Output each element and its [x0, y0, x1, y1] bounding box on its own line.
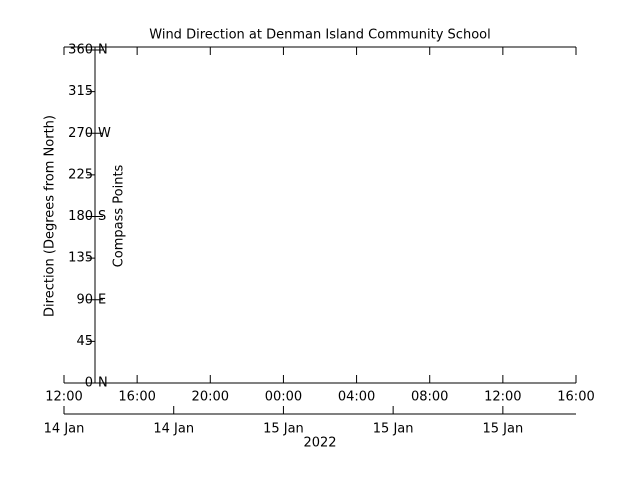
x-tick-label: 04:00	[338, 390, 375, 405]
date-tick-label: 14 Jan	[153, 422, 194, 437]
y-tick-label: 45	[76, 334, 93, 349]
y-tick-label: 90	[76, 292, 93, 307]
y-tick-label: 0	[85, 376, 93, 391]
x-tick-label: 00:00	[265, 390, 302, 405]
y-tick-label: 135	[68, 251, 93, 266]
date-tick-label: 15 Jan	[482, 422, 523, 437]
x-tick-label: 20:00	[192, 390, 229, 405]
x-tick-label: 16:00	[557, 390, 594, 405]
x-tick-label: 12:00	[45, 390, 82, 405]
date-tick-label: 15 Jan	[263, 422, 304, 437]
x-tick-label: 08:00	[411, 390, 448, 405]
y-tick-label: 225	[68, 167, 93, 182]
x-axis-label: 2022	[303, 436, 336, 451]
y-tick-label: 270	[68, 126, 93, 141]
x-tick-label: 12:00	[484, 390, 521, 405]
y-tick-label: 180	[68, 209, 93, 224]
y2-tick-label: S	[98, 209, 106, 224]
y-axis-label: Direction (Degrees from North)	[43, 115, 58, 317]
y2-tick-label: W	[98, 126, 111, 141]
x-tick-label: 16:00	[118, 390, 155, 405]
y2-tick-label: E	[98, 292, 106, 307]
date-tick-label: 15 Jan	[373, 422, 414, 437]
y-tick-label: 315	[68, 84, 93, 99]
y2-tick-label: N	[98, 43, 108, 58]
y2-axis-label: Compass Points	[112, 164, 127, 267]
chart-title: Wind Direction at Denman Island Communit…	[149, 28, 490, 43]
y-tick-label: 360	[68, 43, 93, 58]
date-tick-label: 14 Jan	[44, 422, 85, 437]
y2-tick-label: N	[98, 376, 108, 391]
